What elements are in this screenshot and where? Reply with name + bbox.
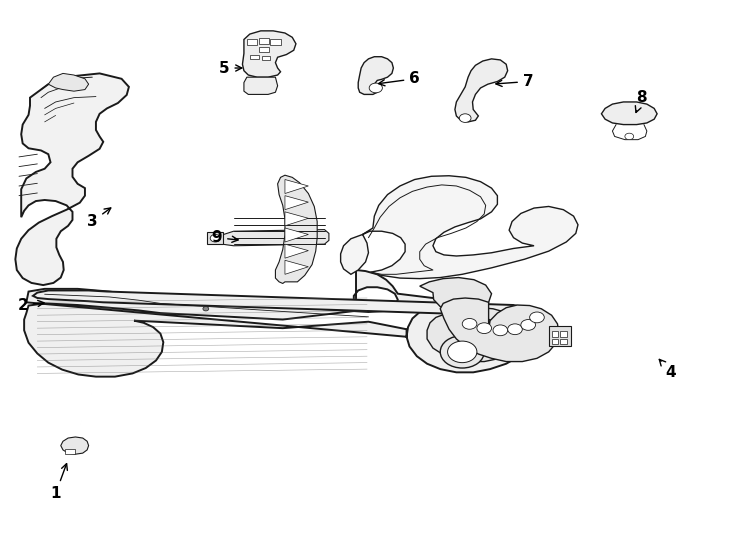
Circle shape (493, 325, 508, 336)
Polygon shape (15, 73, 129, 285)
Bar (561, 339, 567, 345)
Text: 3: 3 (87, 208, 111, 229)
Polygon shape (275, 175, 317, 284)
Polygon shape (427, 308, 526, 362)
Bar (549, 326, 570, 347)
Circle shape (369, 83, 382, 93)
Text: 5: 5 (219, 60, 241, 76)
Bar (250, 55, 258, 59)
Polygon shape (285, 195, 308, 210)
Text: 2: 2 (18, 298, 44, 313)
Polygon shape (341, 176, 578, 279)
Circle shape (459, 114, 471, 123)
Bar (552, 339, 559, 345)
Polygon shape (48, 73, 89, 91)
Circle shape (440, 336, 484, 368)
Bar (258, 47, 269, 52)
Polygon shape (440, 298, 559, 362)
Bar (207, 232, 223, 244)
Polygon shape (455, 59, 508, 122)
Text: 4: 4 (659, 360, 676, 380)
Text: 7: 7 (496, 74, 534, 89)
Bar (65, 449, 76, 454)
Text: 1: 1 (51, 464, 68, 501)
Text: 8: 8 (636, 90, 647, 112)
Polygon shape (33, 291, 528, 316)
Bar (247, 39, 257, 45)
Text: 9: 9 (211, 230, 238, 245)
Circle shape (462, 319, 477, 329)
Circle shape (448, 341, 477, 363)
Bar (261, 56, 270, 60)
Circle shape (508, 324, 523, 335)
Circle shape (477, 323, 492, 334)
Polygon shape (358, 57, 393, 94)
Bar (270, 39, 280, 45)
Polygon shape (242, 31, 296, 77)
Polygon shape (244, 77, 277, 94)
Circle shape (530, 312, 545, 323)
Circle shape (203, 307, 208, 311)
Polygon shape (61, 437, 89, 454)
Polygon shape (285, 228, 308, 242)
Bar (258, 38, 269, 44)
Polygon shape (285, 179, 308, 193)
Circle shape (210, 234, 220, 242)
Polygon shape (285, 244, 308, 258)
Circle shape (625, 133, 633, 140)
Polygon shape (24, 270, 533, 376)
Polygon shape (222, 230, 329, 246)
Polygon shape (601, 102, 657, 125)
Bar (552, 332, 559, 337)
Circle shape (521, 320, 536, 330)
Polygon shape (420, 278, 492, 312)
Polygon shape (285, 260, 308, 274)
Text: 6: 6 (379, 71, 420, 86)
Polygon shape (285, 212, 308, 226)
Bar (561, 332, 567, 337)
